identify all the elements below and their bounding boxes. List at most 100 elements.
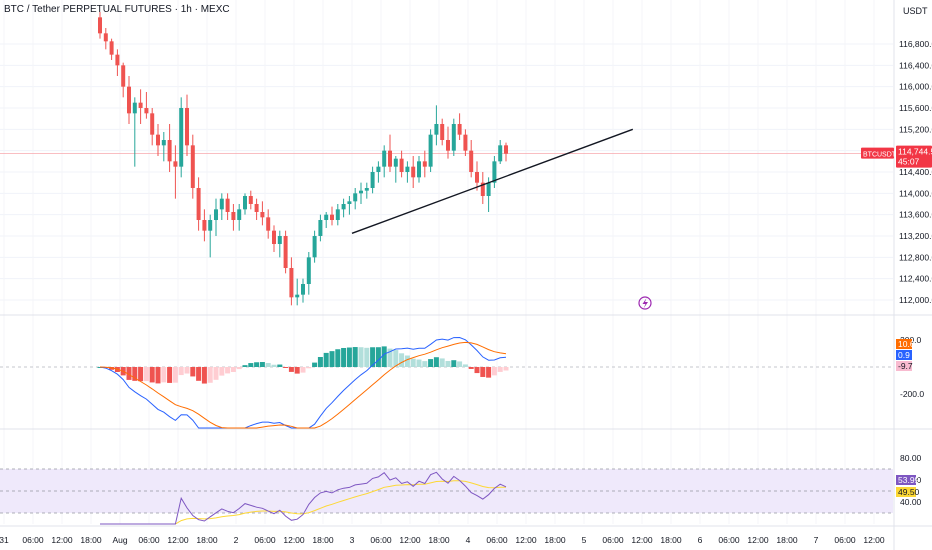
candle-body bbox=[167, 140, 172, 162]
rsi-value-tag: 53.99 bbox=[898, 475, 920, 485]
macd-histogram-bar bbox=[468, 367, 474, 369]
price-tick-label: 113,600.0 bbox=[899, 210, 932, 220]
price-tick-label: 114,400.0 bbox=[899, 167, 932, 177]
macd-histogram-bar bbox=[416, 359, 422, 367]
price-tick-label: 113,200.0 bbox=[899, 231, 932, 241]
alert-icon-bolt bbox=[642, 298, 648, 309]
macd-histogram-bar bbox=[225, 367, 231, 374]
time-tick-label: 18:00 bbox=[544, 535, 566, 545]
time-tick-label: 18:00 bbox=[196, 535, 218, 545]
macd-histogram-bar bbox=[184, 367, 190, 374]
macd-histogram-bar bbox=[259, 362, 265, 367]
candle-body bbox=[214, 209, 218, 220]
price-tick-label: 112,400.0 bbox=[899, 274, 932, 284]
time-tick-label: 06:00 bbox=[22, 535, 44, 545]
macd-histogram-bar bbox=[358, 347, 364, 367]
chart-title: BTC / Tether PERPETUAL FUTURES · 1h · ME… bbox=[4, 4, 230, 15]
macd-line bbox=[99, 336, 507, 429]
macd-histogram-bar bbox=[445, 360, 451, 367]
rsi-tick-label: 40.00 bbox=[900, 497, 922, 507]
trendline[interactable] bbox=[351, 128, 634, 234]
macd-histogram-bar bbox=[254, 362, 260, 367]
price-tick-label: 116,400.0 bbox=[899, 60, 932, 70]
time-tick-label: 06:00 bbox=[486, 535, 508, 545]
macd-axis[interactable]: 200.0-200.010.60.9-9.7 bbox=[896, 335, 924, 399]
candle-body bbox=[399, 158, 404, 172]
price-tag-bg bbox=[896, 145, 932, 168]
candle-body bbox=[370, 172, 375, 188]
alert-icon-ring[interactable] bbox=[638, 296, 652, 310]
candle-body bbox=[196, 188, 201, 220]
rsi-pane[interactable] bbox=[0, 468, 893, 525]
time-tick-label: 3 bbox=[350, 535, 355, 545]
currency-label[interactable]: USDT bbox=[903, 6, 928, 16]
candle-body bbox=[463, 134, 468, 151]
grid-lines bbox=[0, 0, 893, 524]
price-pane[interactable] bbox=[0, 12, 893, 306]
candle-body bbox=[306, 257, 311, 284]
macd-histogram-bar bbox=[294, 367, 300, 374]
time-axis[interactable]: 31 06:00 12:00 18:00 Aug 06:00 12:00 18:00 2 06:0… bbox=[0, 535, 885, 545]
candle-body bbox=[272, 230, 276, 244]
candle-body bbox=[480, 182, 485, 196]
candle-body bbox=[492, 161, 497, 183]
macd-histogram-bar bbox=[317, 356, 323, 367]
candle-body bbox=[248, 196, 253, 204]
candle-body bbox=[283, 236, 288, 268]
candle-body bbox=[231, 212, 236, 220]
time-tick-label: 18:00 bbox=[776, 535, 798, 545]
price-tag-value: 114,744.5 bbox=[898, 147, 932, 157]
macd-value-tag-bg bbox=[896, 361, 912, 371]
macd-tick-label: -200.0 bbox=[900, 389, 924, 399]
macd-histogram-bar bbox=[491, 367, 497, 376]
macd-histogram-bar bbox=[242, 365, 248, 367]
time-tick-label: 18:00 bbox=[428, 535, 450, 545]
candle-body bbox=[504, 145, 508, 154]
candle-body bbox=[330, 214, 334, 220]
macd-histogram-bar bbox=[346, 347, 352, 367]
trendline-segment[interactable] bbox=[351, 128, 634, 234]
price-axis[interactable]: 116,800.0 116,400.0 116,000.0 115,600.0 115,… bbox=[899, 39, 932, 305]
rsi-value-tag-bg bbox=[896, 487, 916, 497]
macd-histogram-bar bbox=[230, 367, 236, 372]
time-tick-label: 06:00 bbox=[370, 535, 392, 545]
macd-histogram-bar bbox=[149, 367, 155, 383]
candle-body bbox=[254, 204, 259, 212]
price-tick-label: 116,800.0 bbox=[899, 39, 932, 49]
candle-body bbox=[144, 108, 149, 114]
candle-body bbox=[417, 161, 421, 178]
symbol-tag-text: BTCUSDT.P bbox=[863, 152, 902, 159]
macd-histogram-bar bbox=[161, 367, 167, 383]
candle-body bbox=[434, 124, 439, 135]
macd-histogram-bar bbox=[451, 360, 457, 367]
time-tick-label: 5 bbox=[582, 535, 587, 545]
candle-body bbox=[179, 108, 184, 167]
candle-body bbox=[382, 150, 387, 167]
candle-body bbox=[347, 201, 352, 204]
macd-histogram-bar bbox=[474, 367, 480, 374]
macd-signal-line bbox=[99, 341, 507, 429]
macd-histogram-bar bbox=[399, 353, 405, 367]
candle-body bbox=[422, 161, 427, 167]
lightning-alert-icon[interactable] bbox=[638, 296, 652, 310]
candle-body bbox=[243, 196, 247, 210]
candle-body bbox=[161, 140, 166, 146]
time-tick-label: 06:00 bbox=[718, 535, 740, 545]
candle-body bbox=[103, 33, 108, 42]
candle-body bbox=[109, 41, 114, 55]
price-tick-label: 115,600.0 bbox=[899, 103, 932, 113]
candle-body bbox=[98, 17, 102, 34]
macd-histogram-bar bbox=[497, 367, 503, 372]
macd-histogram-bar bbox=[155, 367, 161, 384]
macd-histogram-bar bbox=[271, 364, 277, 367]
rsi-value-tag: 49.50 bbox=[898, 487, 920, 497]
macd-pane[interactable] bbox=[0, 336, 893, 429]
candle-body bbox=[202, 220, 207, 231]
time-tick-label: 18:00 bbox=[660, 535, 682, 545]
macd-histogram-bar bbox=[503, 367, 509, 371]
candle-body bbox=[364, 188, 369, 191]
